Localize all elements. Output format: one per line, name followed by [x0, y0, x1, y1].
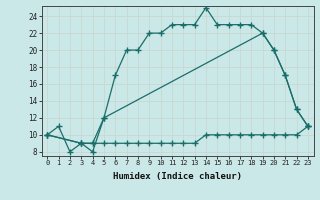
X-axis label: Humidex (Indice chaleur): Humidex (Indice chaleur) [113, 172, 242, 181]
